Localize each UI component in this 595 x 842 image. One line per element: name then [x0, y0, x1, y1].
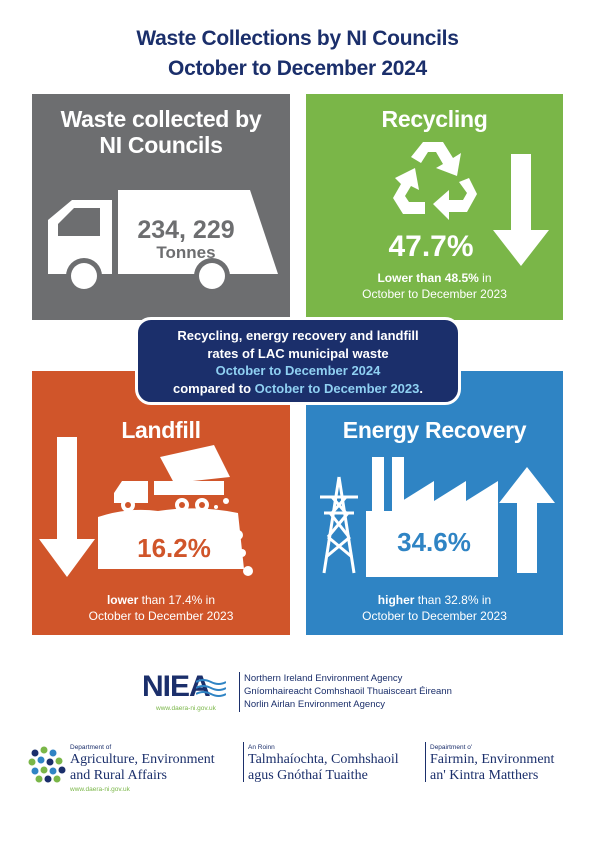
energy-compare-bold: higher	[377, 593, 415, 607]
factory-icon	[366, 457, 498, 577]
recycling-heading: Recycling	[381, 106, 488, 132]
niea-name-ga: Gníomhaireacht Comhshaoil Thuaisceart Éi…	[244, 686, 452, 697]
page-title-line1: Waste Collections by NI Councils	[136, 27, 459, 50]
niea-name-en: Northern Ireland Environment Agency	[244, 673, 403, 684]
divider	[243, 742, 244, 782]
center-line4: compared to October to December 2023.	[138, 380, 458, 398]
waste-collected-tile: Waste collected by NI Councils 234, 229 …	[32, 94, 290, 320]
recycling-rate: 47.7%	[388, 230, 474, 263]
center-line1: Recycling, energy recovery and landfill	[177, 328, 419, 343]
landfill-rate: 16.2%	[137, 533, 211, 563]
page-title-line2: October to December 2024	[168, 57, 427, 80]
divider	[425, 742, 426, 782]
daera-url[interactable]: www.daera-ni.gov.uk	[70, 786, 130, 793]
center-line4-c: .	[419, 380, 423, 396]
daera-ga-line2: agus Gnóthaí Tuaithe	[248, 768, 368, 783]
dump-truck-icon	[98, 445, 253, 576]
daera-en-small: Department of	[70, 744, 112, 751]
landfill-compare-bold: lower	[106, 593, 139, 607]
up-arrow-icon	[499, 467, 555, 573]
recycling-tile: Recycling 47.7% Lower than 48.5% in Octo…	[306, 94, 563, 320]
center-line2: rates of LAC municipal waste	[207, 345, 389, 361]
energy-compare: higher than 32.8% in	[306, 593, 563, 608]
center-line3: October to December 2024	[215, 363, 381, 378]
landfill-compare-rest: than 17.4% in	[138, 593, 216, 607]
down-arrow-icon	[39, 437, 95, 577]
truck-icon	[48, 190, 278, 294]
energy-period: October to December 2023	[362, 609, 507, 623]
center-line4-b: October to December 2023	[254, 380, 420, 396]
landfill-heading: Landfill	[121, 417, 201, 443]
daera-ga-small: An Roinn	[248, 744, 275, 751]
waste-unit: Tonnes	[156, 243, 216, 262]
energy-heading: Energy Recovery	[342, 417, 527, 443]
daera-en-line2: and Rural Affairs	[70, 768, 167, 783]
daera-us-small: Depairtment o'	[430, 744, 473, 751]
pylon-icon	[320, 476, 358, 574]
daera-logo-icon	[28, 746, 66, 783]
recycling-compare-rest: in	[478, 271, 492, 285]
wave-icon	[196, 679, 226, 697]
recycling-period: October to December 2023	[362, 287, 507, 301]
center-line4-a: compared to	[173, 380, 255, 396]
recycle-icon	[393, 142, 477, 220]
landfill-tile: Landfill 16.2% lower than 17.4% in Octob…	[32, 371, 290, 635]
energy-recovery-tile: Energy Recovery 34.6% higher than 32.8% …	[306, 371, 563, 635]
waste-heading-line2: NI Councils	[99, 132, 223, 158]
waste-amount: 234, 229	[137, 216, 235, 244]
waste-heading-line1: Waste collected by	[60, 106, 262, 132]
daera-us-line2: an' Kintra Matthers	[430, 768, 539, 783]
recycling-compare: Lower than 48.5% in	[306, 271, 563, 286]
niea-name-us: Norlin Airlan Environment Agency	[244, 699, 385, 710]
center-summary-box: Recycling, energy recovery and landfill …	[135, 317, 461, 405]
daera-us-line1: Fairmin, Environment	[430, 752, 555, 767]
daera-ga-line1: Talmhaíochta, Comhshaoil	[248, 752, 399, 767]
energy-rate: 34.6%	[397, 527, 471, 557]
energy-compare-rest: than 32.8% in	[414, 593, 492, 607]
recycling-compare-bold: Lower than 48.5%	[377, 271, 479, 285]
niea-url[interactable]: www.daera-ni.gov.uk	[156, 705, 216, 712]
landfill-period: October to December 2023	[88, 609, 234, 623]
daera-en-line1: Agriculture, Environment	[70, 752, 215, 767]
niea-logo: NIEA www.daera-ni.gov.uk	[142, 670, 238, 718]
divider	[239, 672, 240, 712]
down-arrow-icon	[493, 154, 549, 266]
landfill-compare: lower than 17.4% in	[32, 593, 290, 608]
